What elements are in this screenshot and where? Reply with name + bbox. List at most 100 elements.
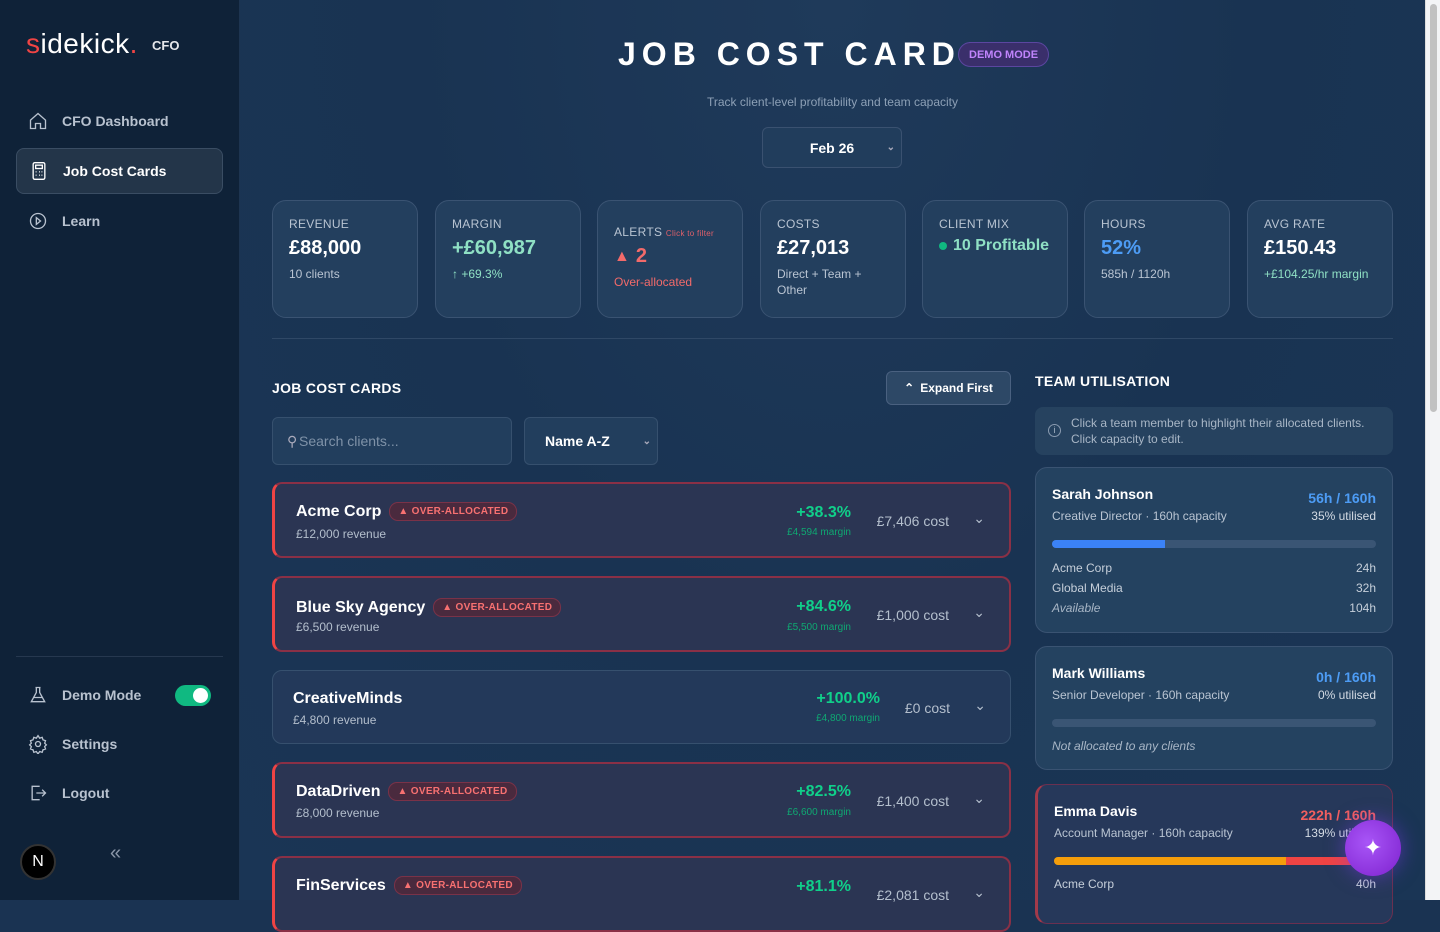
stat-sub: Direct + Team + Other bbox=[777, 267, 862, 297]
over-allocated-badge: ▲ OVER-ALLOCATED bbox=[433, 598, 562, 617]
margin-pct: +84.6% bbox=[796, 598, 851, 615]
stat-card-margin: MARGIN +£60,987 ↑ +69.3% bbox=[435, 200, 581, 318]
play-circle-icon bbox=[29, 212, 47, 230]
page-title: JOB COST CARDS bbox=[618, 36, 989, 72]
info-icon: i bbox=[1048, 424, 1061, 437]
sort-select[interactable]: Name A-Z ⌄ bbox=[524, 417, 658, 465]
sidebar-item-cfo-dashboard[interactable]: CFO Dashboard bbox=[16, 98, 223, 144]
chevron-down-icon[interactable]: ⌄ bbox=[973, 884, 985, 900]
team-member-card[interactable]: Mark Williams Senior Developer · 160h ca… bbox=[1035, 646, 1393, 770]
client-name: FinServices bbox=[296, 876, 386, 894]
utilisation-fill bbox=[1054, 857, 1286, 865]
stat-card-revenue: REVENUE £88,000 10 clients bbox=[272, 200, 418, 318]
stat-value: £150.43 bbox=[1264, 237, 1337, 259]
client-cost: £7,406 cost bbox=[876, 513, 949, 529]
logout-icon bbox=[31, 785, 47, 801]
expand-first-button[interactable]: ⌃ Expand First bbox=[886, 371, 1011, 405]
chevron-up-icon: ⌃ bbox=[904, 381, 915, 395]
over-allocation-fill bbox=[1285, 857, 1376, 865]
client-cost: £0 cost bbox=[904, 700, 950, 716]
stat-sub: +£104.25/hr margin bbox=[1264, 267, 1369, 281]
team-utilisation-heading: TEAM UTILISATION bbox=[1035, 373, 1171, 389]
stat-value: 2 bbox=[635, 245, 647, 267]
logo-text: idekick bbox=[40, 28, 130, 59]
margin-pct: +81.1% bbox=[796, 878, 851, 895]
chevron-down-icon: ⌄ bbox=[642, 435, 651, 447]
ai-assistant-button[interactable]: ✦ bbox=[1345, 820, 1401, 876]
chevron-down-icon[interactable]: ⌄ bbox=[973, 510, 985, 526]
page-subtitle: Track client-level profitability and tea… bbox=[707, 95, 958, 109]
sidebar-item-job-cost-cards[interactable]: Job Cost Cards bbox=[16, 148, 223, 194]
calculator-icon bbox=[32, 162, 46, 180]
member-role: Senior Developer · 160h capacity bbox=[1052, 688, 1230, 702]
client-name: CreativeMinds bbox=[293, 690, 403, 707]
job-card[interactable]: FinServices ▲ OVER-ALLOCATED +81.1% £2,08… bbox=[272, 856, 1011, 932]
logo-dot: . bbox=[129, 28, 138, 59]
team-member-card[interactable]: Sarah Johnson Creative Director · 160h c… bbox=[1035, 467, 1393, 633]
chevron-down-icon[interactable]: ⌄ bbox=[974, 697, 986, 713]
stat-card-alerts[interactable]: ALERTS Click to filter ▲ 2 Over-allocated bbox=[597, 200, 743, 318]
stat-sub: 585h / 1120h bbox=[1101, 267, 1171, 281]
sidebar-item-logout[interactable]: Logout bbox=[16, 770, 223, 816]
click-to-filter-hint: Click to filter bbox=[665, 229, 714, 238]
gear-icon bbox=[28, 734, 48, 754]
member-name: Mark Williams bbox=[1052, 665, 1146, 681]
month-select[interactable]: Feb 26 ⌄ bbox=[762, 127, 902, 168]
stat-label: HOURS bbox=[1101, 217, 1146, 231]
stat-label: MARGIN bbox=[452, 217, 502, 231]
chevron-down-icon: ⌄ bbox=[886, 142, 895, 153]
margin-amount: £6,600 margin bbox=[787, 807, 851, 818]
stat-sub: ↑ +69.3% bbox=[452, 267, 503, 281]
divider bbox=[272, 338, 1393, 339]
stat-card-client-mix: CLIENT MIX 10 Profitable bbox=[922, 200, 1068, 318]
client-name: Acme Corp bbox=[296, 502, 382, 520]
member-hours[interactable]: 56h / 160h bbox=[1308, 490, 1376, 506]
sidebar-item-label: Learn bbox=[62, 213, 101, 229]
utilisation-fill bbox=[1052, 540, 1166, 548]
sidebar-item-learn[interactable]: Learn bbox=[16, 198, 223, 244]
demo-mode-toggle[interactable] bbox=[175, 685, 211, 706]
client-cost: £1,000 cost bbox=[876, 607, 949, 623]
stat-value: £27,013 bbox=[777, 237, 850, 259]
margin-pct: +38.3% bbox=[796, 504, 851, 521]
member-role: Account Manager · 160h capacity bbox=[1054, 826, 1233, 840]
member-hours[interactable]: 0h / 160h bbox=[1316, 669, 1376, 685]
scrollbar[interactable] bbox=[1425, 0, 1440, 900]
logo[interactable]: sidekick. bbox=[26, 28, 138, 60]
stat-sub: Over-allocated bbox=[614, 275, 693, 289]
client-revenue: £8,000 revenue bbox=[296, 806, 380, 820]
month-value: Feb 26 bbox=[809, 139, 855, 156]
sort-value: Name A-Z bbox=[545, 433, 610, 449]
sidebar-item-label: Logout bbox=[62, 785, 110, 801]
job-card[interactable]: Acme Corp ▲ OVER-ALLOCATED £12,000 revenu… bbox=[272, 482, 1011, 558]
sidebar-item-label: CFO Dashboard bbox=[62, 113, 169, 129]
expand-label: Expand First bbox=[920, 381, 993, 395]
utilisation-bar bbox=[1052, 540, 1376, 548]
member-name: Sarah Johnson bbox=[1052, 486, 1154, 502]
warning-icon: ▲ bbox=[614, 247, 630, 265]
member-hours[interactable]: 222h / 160h bbox=[1300, 807, 1377, 823]
sidebar-item-demo-mode: Demo Mode bbox=[16, 672, 223, 718]
chevron-down-icon[interactable]: ⌄ bbox=[973, 790, 985, 806]
collapse-sidebar-icon[interactable]: « bbox=[110, 842, 122, 864]
sidebar-item-settings[interactable]: Settings bbox=[16, 721, 223, 767]
stat-value: 10 Profitable bbox=[953, 237, 1050, 254]
team-member-card[interactable]: Emma Davis Account Manager · 160h capaci… bbox=[1035, 784, 1393, 924]
client-cost: £1,400 cost bbox=[876, 793, 949, 809]
user-avatar[interactable]: N bbox=[20, 844, 56, 880]
member-utilisation: 0% utilised bbox=[1317, 688, 1376, 702]
search-input[interactable]: ⚲ Search clients... bbox=[272, 417, 512, 465]
stat-value: £88,000 bbox=[289, 237, 362, 259]
logo-suffix: CFO bbox=[152, 38, 180, 53]
stat-sub: 10 clients bbox=[289, 267, 340, 281]
stat-value: +£60,987 bbox=[452, 237, 536, 259]
job-card[interactable]: CreativeMinds £4,800 revenue +100.0% £4,… bbox=[272, 670, 1011, 744]
job-card[interactable]: Blue Sky Agency ▲ OVER-ALLOCATED £6,500 r… bbox=[272, 576, 1011, 652]
stat-label: AVG RATE bbox=[1264, 217, 1326, 231]
stat-card-hours: HOURS 52% 585h / 1120h bbox=[1084, 200, 1230, 318]
home-icon bbox=[29, 112, 47, 130]
chevron-down-icon[interactable]: ⌄ bbox=[973, 604, 985, 620]
job-card[interactable]: DataDriven ▲ OVER-ALLOCATED £8,000 revenu… bbox=[272, 762, 1011, 838]
stat-label: ALERTS bbox=[614, 225, 663, 239]
allocation-row: Global Media 32h bbox=[1052, 581, 1376, 595]
